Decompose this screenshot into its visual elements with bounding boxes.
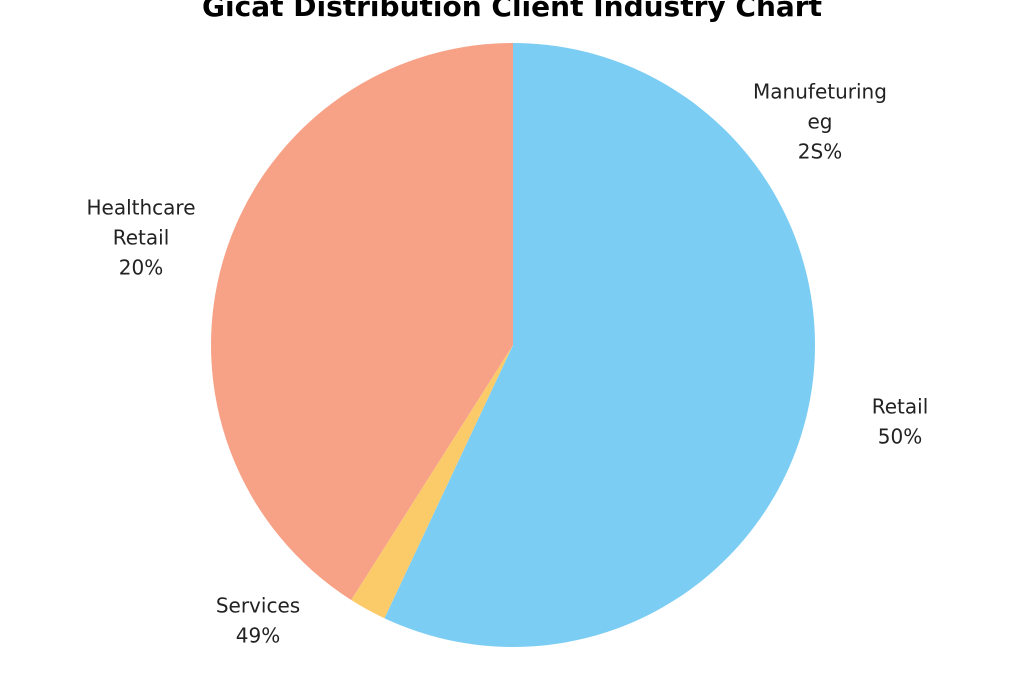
slice-label: eg bbox=[808, 110, 833, 134]
slice-label: Manufeturing bbox=[753, 80, 887, 104]
chart-title: Gicat Distribution Client Industry Chart bbox=[202, 0, 822, 23]
pie-slice bbox=[210, 43, 513, 600]
slice-label: 49% bbox=[236, 624, 280, 648]
pie-slice bbox=[351, 345, 513, 619]
slice-label: Services bbox=[216, 594, 300, 618]
slice-label: Healthcare bbox=[86, 196, 195, 220]
slice-label: 20% bbox=[119, 256, 163, 280]
slice-label: 2S% bbox=[798, 140, 842, 164]
slice-label: 50% bbox=[878, 425, 922, 449]
slice-label: Retail bbox=[872, 395, 929, 419]
pie-slice bbox=[384, 43, 816, 647]
slice-label: Retail bbox=[113, 226, 170, 250]
